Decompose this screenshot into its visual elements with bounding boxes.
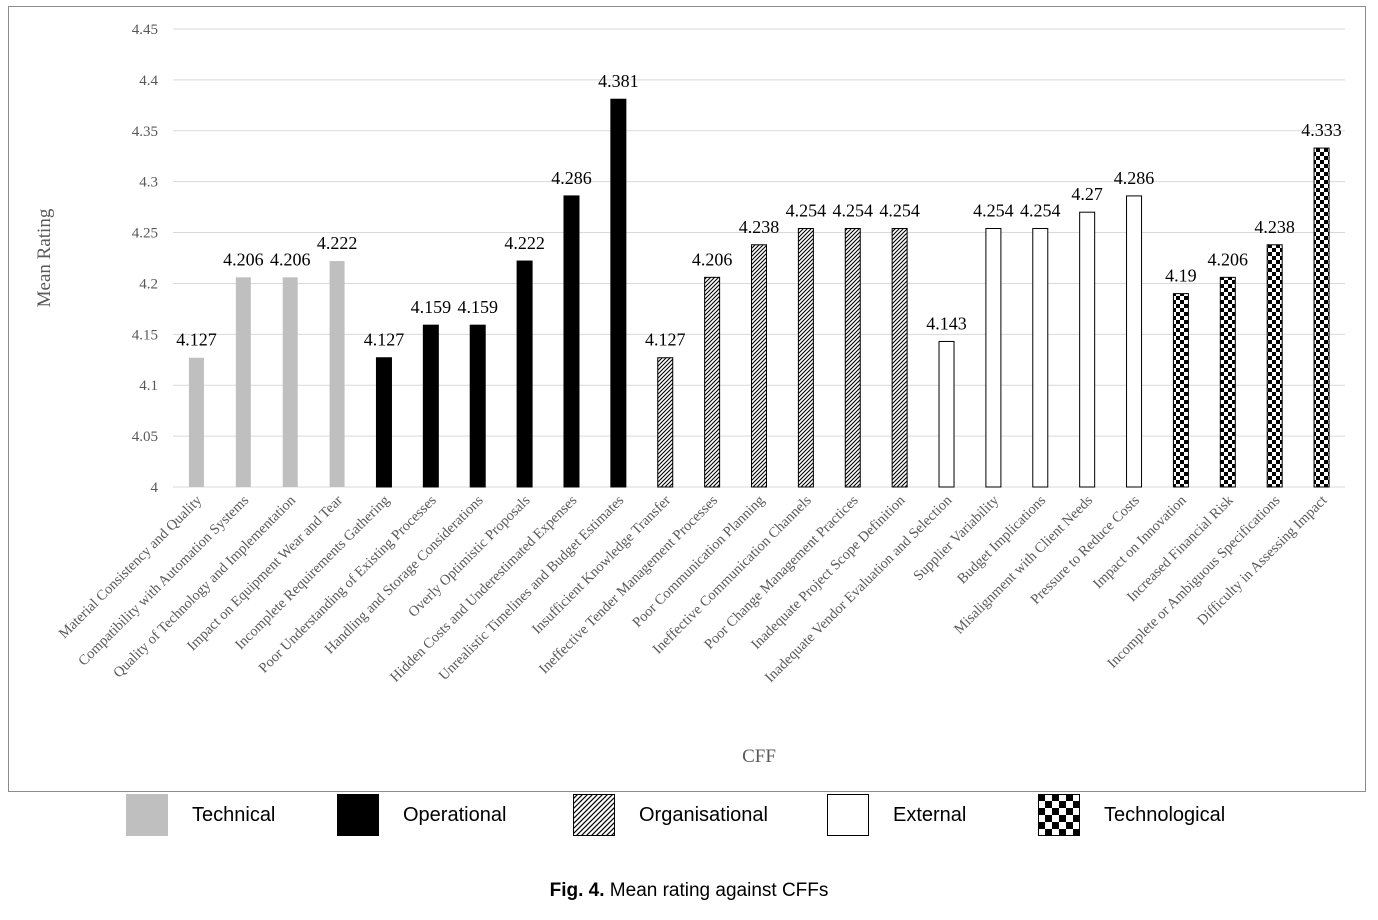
- legend-swatch: [126, 794, 168, 836]
- y-tick-label: 4.4: [139, 73, 158, 89]
- bar: [1126, 195, 1143, 488]
- legend-swatch: [573, 794, 615, 836]
- bar: [516, 260, 533, 488]
- bars: [188, 98, 1330, 488]
- bar: [751, 244, 767, 488]
- bar-chart: 44.054.14.154.24.254.34.354.44.45 4.1274…: [34, 22, 1345, 767]
- x-tick-label: Budget Implications: [954, 492, 1049, 587]
- x-tick-label: Incomplete or Ambiguous Specifications: [1104, 492, 1283, 671]
- y-tick-label: 4.45: [132, 22, 158, 38]
- y-tick-label: 4.15: [132, 327, 158, 343]
- bar: [844, 227, 861, 488]
- bar: [1313, 147, 1330, 488]
- legend-swatch: [337, 794, 379, 836]
- bar: [235, 277, 251, 487]
- legend-item: External: [827, 792, 966, 838]
- data-label: 4.238: [1254, 217, 1295, 237]
- legend-item: Organisational: [573, 792, 768, 838]
- data-label: 4.222: [504, 233, 545, 253]
- data-label: 4.27: [1071, 184, 1103, 204]
- bar: [375, 357, 392, 488]
- data-label: 4.333: [1301, 120, 1342, 140]
- figure-caption: Fig. 4. Mean rating against CFFs: [0, 880, 1378, 902]
- data-label: 4.254: [879, 200, 920, 220]
- data-labels: 4.127 4.206 4.206 4.222 4.127 4.159 4.159 4.222…: [176, 71, 1342, 350]
- data-label: 4.143: [926, 313, 967, 333]
- legend: Technical Operational Organisational Extern…: [0, 792, 1378, 842]
- data-label: 4.206: [1208, 249, 1249, 269]
- x-axis-title: CFF: [742, 746, 776, 767]
- bar: [282, 277, 298, 487]
- data-label: 4.286: [1114, 168, 1155, 188]
- bar: [797, 227, 814, 488]
- data-label: 4.381: [598, 71, 639, 91]
- x-tick-label: Supplier Variability: [911, 492, 1003, 584]
- data-label: 4.127: [176, 330, 217, 350]
- legend-item: Technological: [1038, 792, 1225, 838]
- data-label: 4.286: [551, 168, 592, 188]
- legend-label: Technical: [192, 803, 276, 826]
- bar: [891, 227, 908, 488]
- bar: [1266, 244, 1283, 488]
- data-label: 4.254: [786, 200, 827, 220]
- bar: [329, 261, 345, 487]
- bar: [1172, 293, 1189, 488]
- bar: [657, 357, 674, 488]
- data-label: 4.238: [739, 217, 780, 237]
- gridlines: [173, 28, 1345, 488]
- legend-swatch: [827, 794, 869, 836]
- data-label: 4.159: [411, 297, 452, 317]
- x-tick-label: Compatibility with Automation Systems: [75, 492, 252, 669]
- bar: [1032, 227, 1049, 488]
- data-label: 4.206: [692, 249, 733, 269]
- y-tick-label: 4.1: [139, 378, 158, 394]
- y-tick-label: 4.35: [132, 124, 158, 140]
- bar: [422, 324, 439, 488]
- bar: [985, 227, 1002, 488]
- caption-text: Mean rating against CFFs: [604, 880, 829, 901]
- x-axis-categories: Material Consistency and QualityCompatib…: [56, 492, 1331, 686]
- y-axis-ticks: 4 4.05 4.1 4.15 4.2 4.25 4.3 4.35 4.4 4.45: [132, 22, 159, 496]
- legend-label: Technological: [1104, 803, 1226, 826]
- y-tick-label: 4: [151, 480, 159, 496]
- y-axis-title: Mean Rating: [34, 208, 55, 307]
- data-label: 4.159: [457, 297, 498, 317]
- caption-label: Fig. 4.: [549, 880, 605, 901]
- data-label: 4.19: [1165, 266, 1197, 286]
- data-label: 4.254: [833, 200, 874, 220]
- chart-frame: [8, 6, 1366, 792]
- data-label: 4.254: [973, 200, 1014, 220]
- bar: [1219, 276, 1236, 488]
- bar: [188, 357, 204, 487]
- data-label: 4.254: [1020, 200, 1061, 220]
- bar: [938, 340, 955, 488]
- legend-item: Technical: [126, 792, 275, 838]
- legend-swatch: [1038, 794, 1080, 836]
- legend-label: External: [893, 803, 967, 826]
- bar: [704, 276, 721, 488]
- data-label: 4.127: [364, 330, 405, 350]
- y-tick-label: 4.05: [132, 429, 158, 445]
- y-tick-label: 4.25: [132, 226, 158, 242]
- bar: [469, 324, 486, 488]
- data-label: 4.206: [270, 249, 311, 269]
- data-label: 4.206: [223, 249, 264, 269]
- y-tick-label: 4.2: [139, 276, 158, 292]
- legend-label: Operational: [403, 803, 507, 826]
- legend-item: Operational: [337, 792, 506, 838]
- bar: [1079, 211, 1096, 488]
- data-label: 4.222: [317, 233, 358, 253]
- data-label: 4.127: [645, 330, 686, 350]
- bar: [563, 195, 580, 488]
- y-tick-label: 4.3: [139, 175, 158, 191]
- bar: [610, 98, 627, 488]
- legend-label: Organisational: [639, 803, 768, 826]
